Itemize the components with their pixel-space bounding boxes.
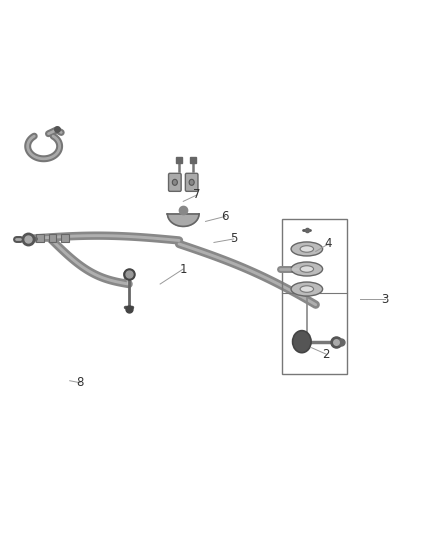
Bar (36, 235, 44, 243)
Text: 1: 1 (180, 263, 187, 276)
Text: 6: 6 (222, 210, 229, 223)
Text: 5: 5 (230, 232, 237, 245)
Circle shape (293, 330, 311, 353)
FancyBboxPatch shape (185, 173, 198, 191)
Bar (49, 235, 56, 243)
Ellipse shape (300, 266, 314, 272)
Text: 3: 3 (381, 293, 389, 305)
Text: 4: 4 (325, 238, 332, 251)
Ellipse shape (291, 242, 323, 256)
Ellipse shape (291, 282, 323, 296)
FancyBboxPatch shape (169, 173, 181, 191)
Bar (61, 235, 69, 243)
Ellipse shape (291, 262, 323, 276)
Circle shape (189, 179, 194, 185)
Ellipse shape (300, 286, 314, 292)
Ellipse shape (300, 246, 314, 252)
Text: 8: 8 (77, 376, 84, 389)
Bar (282, 219, 347, 374)
Circle shape (172, 179, 177, 185)
Polygon shape (167, 214, 199, 227)
Text: 7: 7 (194, 188, 201, 201)
Text: 2: 2 (322, 348, 330, 361)
